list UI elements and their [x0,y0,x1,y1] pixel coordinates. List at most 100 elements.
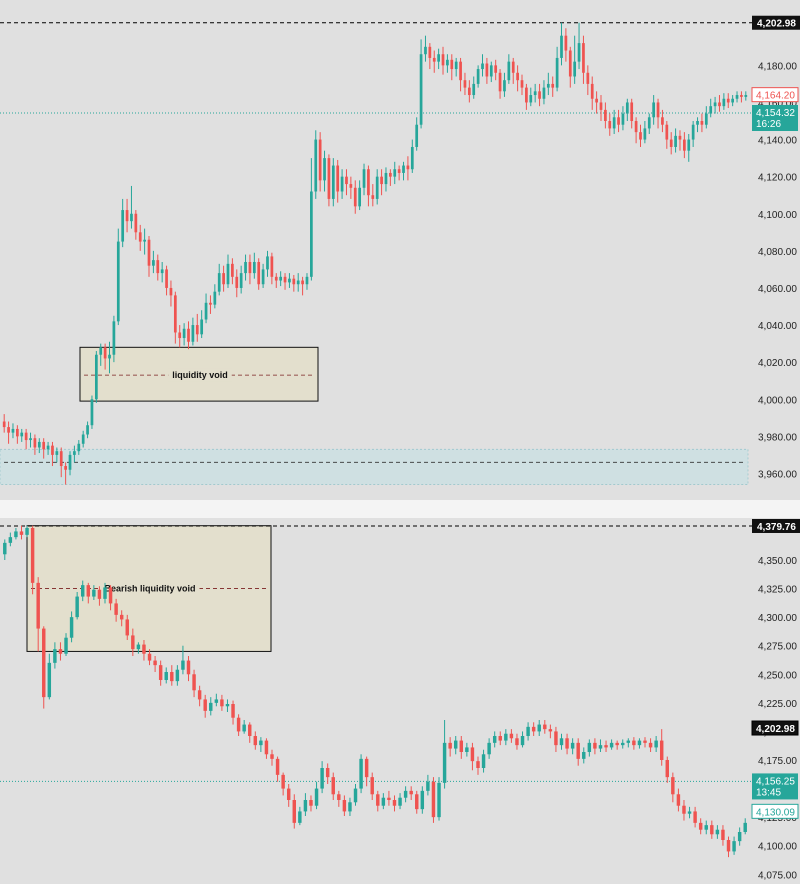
candle-body [64,466,67,470]
level-label: 4,379.76 [757,522,796,533]
candle [570,738,575,755]
candle-body [577,43,581,62]
candle [740,91,743,103]
candle [270,252,274,285]
candle-body [108,587,113,604]
candle-body [309,800,313,806]
candle [590,76,594,110]
candle-body [112,321,116,355]
candle-body [441,54,445,66]
zone-label-bg [100,581,200,595]
candle [489,61,493,83]
candle-body [565,738,569,749]
candle [402,161,405,181]
candle [409,786,413,800]
candle-body [121,210,125,242]
candle-body [604,745,608,748]
candle [608,113,612,136]
candle-body [252,261,256,274]
price-tick-label: 4,100.00 [758,210,797,221]
bar-countdown-label: 13:45 [756,787,781,798]
candle [42,438,46,459]
candle-body [116,241,120,322]
candle [406,156,410,181]
candle [169,280,173,307]
candle [53,642,57,669]
candle [226,254,230,288]
candle-body [693,811,697,823]
candle-body [388,172,392,177]
candle [33,434,37,455]
candle-body [15,428,19,437]
candle-body [303,800,308,812]
chart-panel-bottom[interactable]: Bearish liquidity void 4,075.00 4,100.00 4,… [0,518,800,884]
candle-body [634,121,638,133]
candle [612,109,616,134]
candle-body [340,176,344,192]
candle [236,714,241,736]
candle [257,258,261,290]
candle [678,130,682,151]
candle-body [403,790,408,798]
candle-body [398,797,402,806]
candle [598,739,603,752]
candle-body [715,829,720,835]
candle-body [576,742,580,759]
candle [103,582,107,604]
candle [526,722,530,741]
candle-body [279,276,283,281]
candle [682,800,686,821]
candle-body [7,427,10,433]
chart-canvas-bottom[interactable]: Bearish liquidity void 4,075.00 4,100.00 4,… [0,518,800,884]
candle-body [652,102,656,118]
candle-body [130,213,133,222]
candle-body [481,63,484,70]
chart-panel-top[interactable]: liquidity void 3,960.00 3,980.00 4,000.00 4,… [0,0,800,500]
candle-body [546,83,550,88]
price-tick-label: 4,060.00 [758,284,797,295]
candle-body [325,768,330,778]
candle-body [467,87,471,96]
candle [398,793,402,810]
candle [476,65,480,88]
candle-body [446,59,449,66]
candle-body [415,794,419,810]
candle-body [296,280,300,285]
candle [621,106,625,131]
candle [437,777,441,821]
candle [108,341,111,374]
candle [691,121,695,147]
price-tick-label: 3,980.00 [758,432,797,443]
candle-body [428,46,432,58]
candle [225,699,230,712]
candle [554,726,558,752]
candle-body [676,794,681,806]
candle [178,325,182,348]
candle-body [147,653,152,661]
candle-body [520,80,524,88]
candle [30,525,35,595]
candle-body [542,87,546,99]
candle-body [99,347,103,355]
candle [576,738,580,766]
candle [138,224,142,251]
candle [209,697,213,716]
candle-body [92,589,96,597]
candle [516,65,519,92]
candle-body [75,596,79,618]
candle-body [573,61,577,77]
level-label-box [751,720,799,736]
candle-body [626,740,631,743]
candle [637,738,642,749]
candle-body [410,146,414,170]
zone-label: Bearish liquidity void [104,584,195,594]
candle [419,39,423,129]
candle [661,109,664,133]
candle [376,790,380,812]
chart-canvas-top[interactable]: liquidity void 3,960.00 3,980.00 4,000.00 4,… [0,0,800,500]
candle-body [424,46,427,55]
candle-body [472,83,476,96]
candle-body [81,434,85,444]
candle-body [353,187,357,207]
candle-body [643,128,647,140]
